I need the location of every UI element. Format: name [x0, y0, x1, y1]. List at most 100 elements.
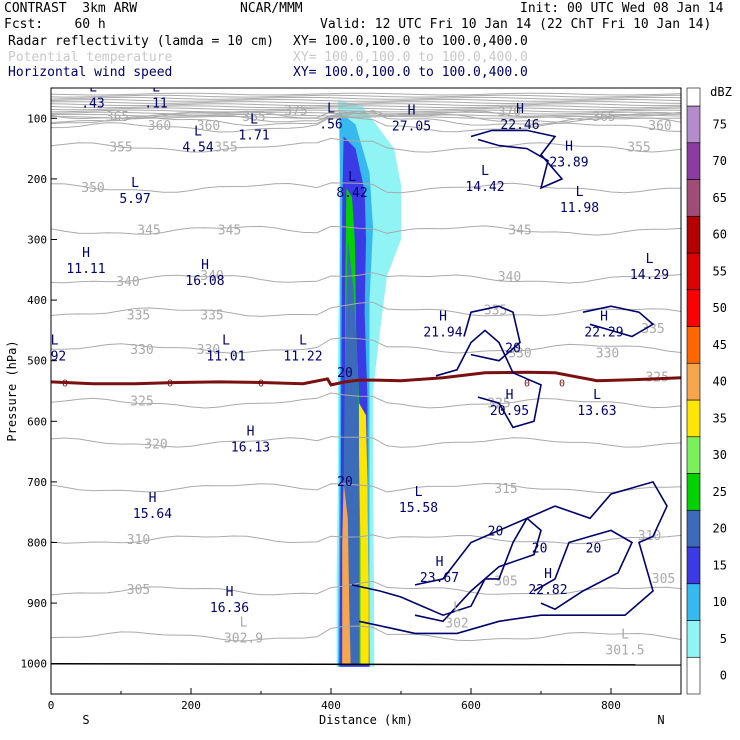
colorbar-swatch	[686, 399, 701, 438]
x-tick-label: 200	[181, 699, 201, 712]
extremum-value: 11.98	[560, 201, 599, 216]
theta-isentrope-340	[51, 272, 681, 284]
extremum-h: H16.13	[231, 425, 270, 456]
theta-label: 340	[116, 275, 139, 290]
extremum-type: L	[576, 185, 584, 200]
theta-isentrope-315	[51, 482, 681, 494]
colorbar-swatch	[686, 583, 701, 621]
plot-frame	[50, 87, 682, 695]
theta-label: 330	[197, 343, 220, 358]
theta-label: 365	[106, 110, 129, 125]
x-tick-label: 400	[321, 699, 341, 712]
colorbar-level-label: 55	[713, 264, 727, 278]
extremum-h: H11.11	[66, 246, 105, 277]
wind-speed-contour	[414, 517, 542, 623]
colorbar-level-label: 25	[713, 485, 727, 499]
colorbar-level-label: 50	[713, 301, 727, 315]
y-tick-label: 400	[27, 294, 47, 307]
y-tick-label: 700	[27, 476, 47, 489]
colorbar-level-label: 20	[713, 522, 727, 536]
colorbar-unit: dBZ	[710, 85, 732, 99]
extremum-value: 23.89	[549, 156, 588, 171]
extremum-value: 23.67	[420, 571, 459, 586]
theta-label: 305	[652, 572, 675, 587]
extremum-type: H	[516, 102, 524, 117]
extremum-l: L8.42	[336, 170, 367, 201]
y-tick-label: 500	[27, 355, 47, 368]
extremum-l: L14.29	[630, 252, 669, 283]
extremum-h: H20.95	[490, 388, 529, 419]
extremum-l: L.43	[81, 80, 104, 111]
extremum-value: 16.36	[210, 601, 249, 616]
colorbar-swatch	[686, 252, 701, 291]
extremum-h: H16.08	[185, 258, 224, 289]
theta-isentrope-305	[51, 580, 681, 596]
extremum-type: L	[152, 80, 160, 95]
extremum-type: H	[544, 567, 552, 582]
extremum-l: L.11	[144, 80, 167, 111]
reflectivity-dbz-40-shade	[342, 481, 351, 664]
theta-stratosphere-line	[51, 92, 681, 96]
colorbar-swatch	[686, 105, 701, 144]
theta-label: 360	[648, 119, 671, 134]
extremum-type: H	[600, 309, 608, 324]
theta-stratosphere-line	[51, 98, 681, 102]
extremum-value: 11.22	[283, 350, 322, 365]
theta-stratosphere-line	[51, 101, 681, 105]
theta-label: 330	[508, 346, 531, 361]
theta-label: 305	[127, 583, 150, 598]
colorbar-level-label: 75	[713, 117, 727, 131]
extremum-type: L	[299, 334, 307, 349]
extremum-type: L	[89, 80, 97, 95]
colorbar-swatch	[686, 142, 701, 180]
theta-stratosphere-line	[51, 96, 681, 100]
extremum-value: 11.01	[206, 350, 245, 365]
extremum-h: H22.46	[500, 102, 539, 133]
extremum-type: H	[506, 388, 514, 403]
extremum-type: L	[481, 164, 489, 179]
extremum-value: 22.46	[500, 118, 539, 133]
theta-stratosphere-line	[51, 107, 681, 111]
extremum-value: 22.82	[528, 583, 567, 598]
header-valid-time: Valid: 12 UTC Fri 10 Jan 14 (22 ChT Fri …	[320, 17, 712, 32]
y-tick-label: 200	[27, 173, 47, 186]
extremum-l: L4.54	[182, 125, 213, 156]
theta-label: 345	[508, 223, 531, 238]
theta-label: 345	[137, 223, 160, 238]
wind-speed-contour	[533, 529, 634, 611]
theta-isentrope-350	[51, 182, 681, 194]
extremum-type: L	[621, 628, 629, 643]
extremum-type: L	[415, 485, 423, 500]
colorbar-level-label: 10	[713, 595, 727, 609]
extremum-value: 301.5	[605, 644, 644, 659]
colorbar-swatch	[686, 509, 701, 548]
x-tick-label: 0	[48, 699, 55, 712]
extremum-type: H	[82, 246, 90, 261]
extremum-type: H	[439, 309, 447, 324]
theta-label: 335	[641, 322, 664, 337]
freezing-level-label: 0	[62, 379, 68, 390]
theta-label: 365	[242, 110, 265, 125]
wind-contour-label: 20	[505, 342, 521, 357]
extremum-l: L5.97	[119, 176, 150, 207]
ground-line	[51, 662, 681, 666]
y-axis-label: Pressure (hPa)	[5, 340, 19, 441]
extremum-h: H23.89	[549, 140, 588, 171]
wind-contour-label: 20	[532, 542, 548, 557]
wind-contour-label: 20	[586, 542, 602, 557]
extremum-h: H16.36	[210, 585, 249, 616]
extremum-l: L13.63	[577, 388, 616, 419]
theta-stratosphere-line	[51, 109, 681, 113]
extremum-type: H	[226, 585, 234, 600]
theta-stratosphere-line	[51, 115, 681, 119]
theta-label: 335	[484, 303, 507, 318]
colorbar-level-label: 35	[713, 411, 727, 425]
header-title: CONTRAST 3km ARW	[4, 1, 138, 16]
theta-label: 360	[148, 119, 171, 134]
freezing-level-label: 0	[559, 379, 565, 390]
extremum-value: 15.58	[399, 501, 438, 516]
colorbar-swatch	[686, 179, 701, 217]
extremum-value: 16.08	[185, 274, 224, 289]
extremum-value: 11.11	[66, 262, 105, 277]
